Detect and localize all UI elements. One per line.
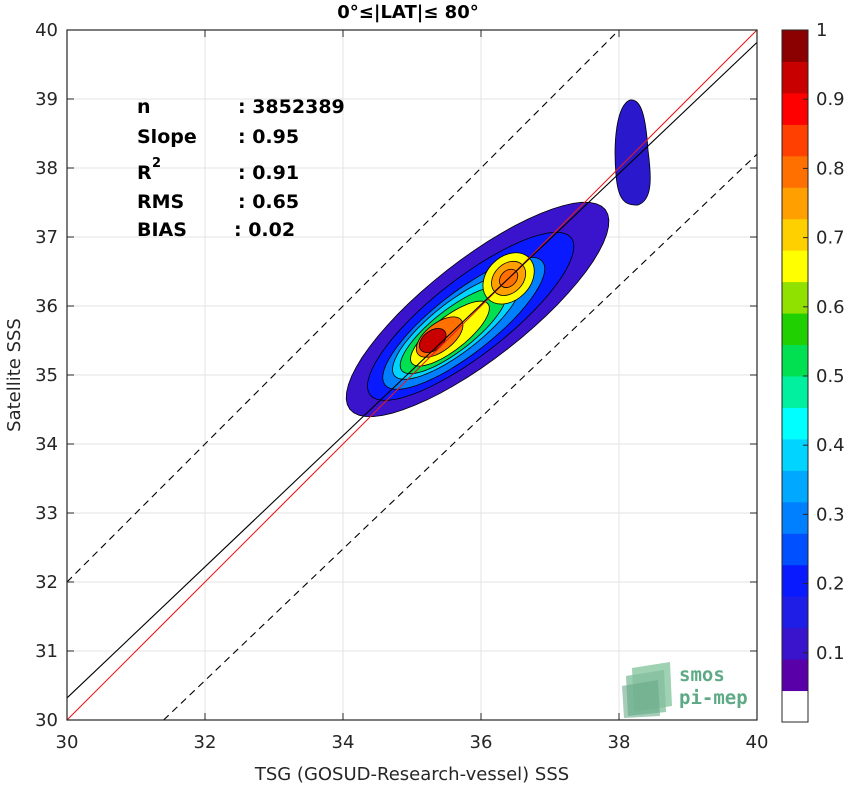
stat-r2-label: R	[137, 162, 152, 184]
y-tick-label: 31	[35, 641, 58, 662]
stat-bias-value: : 0.02	[234, 219, 295, 241]
colorbar-segment	[782, 250, 808, 283]
y-tick-label: 30	[35, 710, 58, 731]
line-upper-bound	[67, 30, 620, 583]
colorbar-tick-label: 0.5	[816, 366, 845, 387]
y-tick-label: 39	[35, 89, 58, 110]
line-identity	[67, 30, 757, 720]
colorbar-segment	[782, 690, 808, 723]
chart-title: 0°≤|LAT|≤ 80°	[337, 2, 478, 23]
stat-r2-value: : 0.91	[238, 162, 299, 184]
colorbar-segment	[782, 281, 808, 314]
y-tick-label: 32	[35, 572, 58, 593]
colorbar-segment	[782, 627, 808, 660]
colorbar-segment	[782, 313, 808, 346]
stat-n-label: n	[137, 96, 151, 118]
y-tick-label: 34	[35, 434, 58, 455]
colorbar-segment	[782, 30, 808, 62]
colorbar-segment	[782, 187, 808, 220]
colorbar-tick-label: 0.9	[816, 89, 845, 110]
x-axis-label: TSG (GOSUD-Research-vessel) SSS	[254, 764, 569, 785]
colorbar-tick-label: 1	[816, 20, 827, 41]
stat-slope-label: Slope	[137, 126, 197, 148]
stat-n-value: : 3852389	[238, 96, 345, 118]
grid-lines	[66, 29, 758, 721]
colorbar-segment	[782, 470, 808, 503]
colorbar-segment	[782, 533, 808, 566]
stats-annotation: n : 3852389 Slope : 0.95 R 2 : 0.91 RMS …	[137, 96, 345, 241]
colorbar-segment	[782, 155, 808, 188]
colorbar-segment	[782, 407, 808, 440]
stat-rms-label: RMS	[137, 191, 184, 213]
colorbar-segment	[782, 92, 808, 125]
colorbar-tick-label: 0.4	[816, 435, 845, 456]
y-tick-label: 37	[35, 227, 58, 248]
y-tick-label: 35	[35, 365, 58, 386]
colorbar-segment	[782, 501, 808, 534]
y-tick-label: 40	[35, 20, 58, 41]
x-tick-label: 34	[332, 732, 355, 753]
y-tick-label: 38	[35, 158, 58, 179]
colorbar	[782, 30, 808, 723]
stat-rms-value: : 0.65	[238, 191, 299, 213]
y-tick-label: 33	[35, 503, 58, 524]
axis-ticks: 30 32 34 36 38 40 30 31 32 33 34 35 36 37 38 39 40	[35, 20, 768, 753]
colorbar-segment	[782, 659, 808, 692]
y-axis-label: Satellite SSS	[4, 318, 25, 432]
contour-small-cluster	[614, 99, 651, 206]
colorbar-tick-label: 0.8	[816, 158, 845, 179]
x-tick-label: 32	[194, 732, 217, 753]
colorbar-tick-label: 0.3	[816, 504, 845, 525]
line-regression	[67, 42, 757, 699]
colorbar-segment	[782, 564, 808, 597]
smos-pimep-logo: smos pi-mep	[622, 662, 748, 718]
colorbar-tick-label: 0.1	[816, 643, 845, 664]
stat-r2-superscript: 2	[152, 156, 161, 171]
reference-lines	[67, 30, 757, 720]
colorbar-tick-label: 0.7	[816, 228, 845, 249]
colorbar-segment	[782, 438, 808, 471]
y-tick-label: 36	[35, 296, 58, 317]
x-tick-label: 36	[470, 732, 493, 753]
colorbar-tick-label: 0.2	[816, 574, 845, 595]
colorbar-segment	[782, 218, 808, 251]
x-tick-label: 30	[56, 732, 79, 753]
colorbar-segment	[782, 61, 808, 94]
logo-text-line2: pi-mep	[679, 687, 748, 709]
colorbar-segment	[782, 344, 808, 377]
colorbar-segment	[782, 596, 808, 629]
stat-slope-value: : 0.95	[238, 126, 299, 148]
colorbar-segment	[782, 376, 808, 408]
logo-mark-icon	[622, 662, 672, 718]
colorbar-ticks: 0.1 0.2 0.3 0.4 0.5 0.6 0.7 0.8 0.9 1	[803, 20, 845, 664]
stat-bias-label: BIAS	[137, 219, 187, 241]
colorbar-tick-label: 0.6	[816, 297, 845, 318]
x-tick-label: 40	[746, 732, 769, 753]
colorbar-segment	[782, 124, 808, 157]
logo-text-line1: smos	[679, 664, 725, 686]
x-tick-label: 38	[608, 732, 631, 753]
line-lower-bound	[163, 153, 757, 720]
contour-band-8	[418, 328, 447, 353]
